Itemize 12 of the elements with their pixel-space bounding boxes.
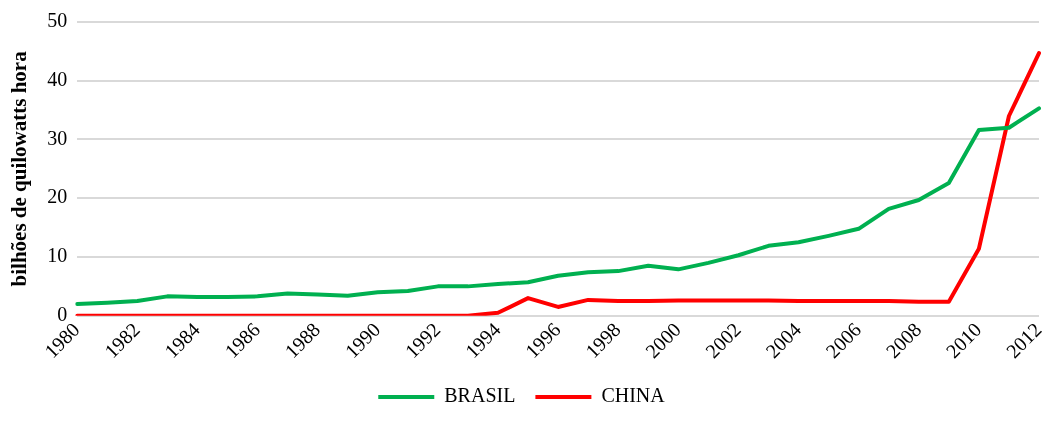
legend-label: BRASIL (444, 384, 516, 407)
y-tick-label: 30 (47, 126, 68, 149)
y-tick-label: 50 (47, 9, 68, 32)
y-axis-title: bilhões de quilowatts hora (7, 50, 32, 287)
y-tick-label: 20 (47, 185, 68, 208)
x-tick-label: 1982 (100, 318, 144, 363)
x-tick-label: 1992 (400, 318, 445, 363)
y-tick-label: 0 (57, 303, 68, 325)
x-tick-label: 1990 (340, 318, 385, 363)
y-tick-label: 10 (47, 244, 68, 267)
y-tick-label: 40 (47, 68, 68, 90)
legend-label: CHINA (601, 384, 666, 407)
